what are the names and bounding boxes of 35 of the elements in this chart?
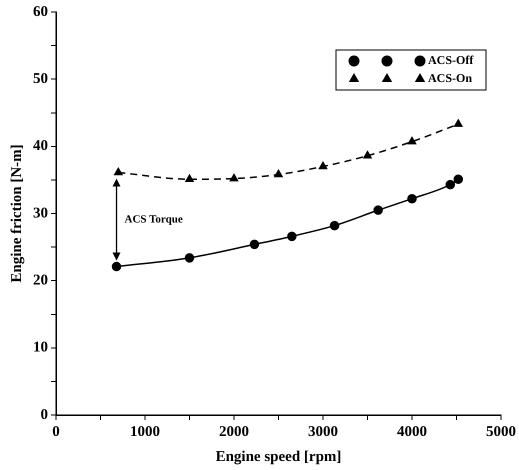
y-tick-label: 60: [33, 4, 48, 20]
legend-label: ACS-Off: [428, 53, 474, 68]
point: [274, 170, 283, 178]
x-tick-label: 2000: [219, 424, 249, 440]
point: [114, 168, 123, 176]
point: [407, 194, 417, 204]
point: [363, 150, 372, 158]
point: [250, 240, 260, 250]
x-tick-label: 0: [52, 424, 60, 440]
point: [112, 262, 122, 272]
point: [230, 174, 238, 182]
x-tick-label: 5000: [486, 424, 516, 440]
point: [454, 174, 464, 184]
x-tick-label: 4000: [397, 424, 427, 440]
x-tick-label: 3000: [308, 424, 338, 440]
point: [287, 232, 297, 242]
point: [318, 162, 328, 170]
point: [408, 136, 416, 144]
y-tick-label: 30: [33, 205, 48, 222]
legend-label: ACS-On: [428, 71, 472, 86]
point: [184, 253, 194, 263]
point: [373, 205, 383, 215]
y-tick-label: 50: [33, 71, 48, 88]
y-tick-label: 10: [33, 340, 48, 356]
annotation: ACS Torque: [124, 213, 183, 226]
point: [185, 174, 194, 182]
point: [330, 220, 340, 230]
point: [454, 119, 462, 127]
x-axis-title: Engine speed [rpm]: [216, 448, 342, 465]
y-tick-label: 40: [33, 138, 48, 154]
y-tick-label: 20: [33, 272, 48, 289]
y-axis-title: Engine friction [N-m]: [8, 144, 25, 283]
y-tick-label: 0: [40, 406, 48, 423]
x-tick-label: 1000: [130, 424, 160, 440]
point: [446, 180, 456, 190]
